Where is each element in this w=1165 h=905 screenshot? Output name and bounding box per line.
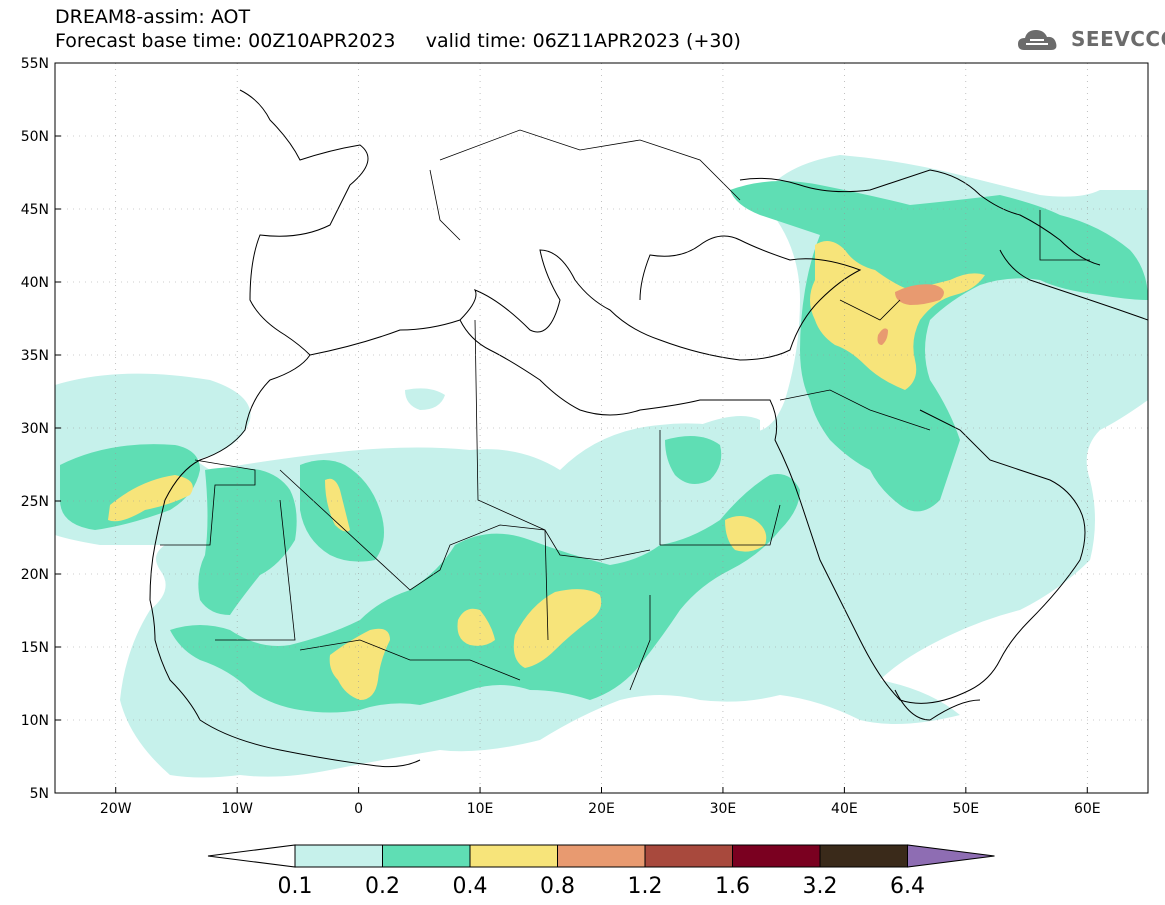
longitude-tick-label: 20W <box>100 801 132 817</box>
longitude-tick-label: 0 <box>354 801 363 817</box>
map-title: DREAM8-assim: AOT <box>55 6 251 28</box>
latitude-tick-label: 40N <box>21 275 49 291</box>
coastlines <box>149 89 1148 768</box>
forecast-time-label: Forecast base time: 00Z10APR2023 valid t… <box>55 30 741 52</box>
aot-0.4-0.8-region <box>108 241 985 700</box>
latitude-tick-label: 50N <box>21 129 49 145</box>
longitude-tick-label: 60E <box>1074 801 1101 817</box>
latitude-tick-label: 25N <box>21 494 49 510</box>
longitude-tick-label: 30E <box>710 801 737 817</box>
latitude-tick-label: 55N <box>21 56 49 72</box>
latitude-tick-label: 30N <box>21 421 49 437</box>
longitude-tick-label: 20E <box>588 801 615 817</box>
longitude-tick-label: 50E <box>952 801 979 817</box>
country-borders <box>160 129 1090 691</box>
latitude-tick-label: 15N <box>21 640 49 656</box>
latitude-tick-label: 5N <box>30 786 49 802</box>
cloud-icon <box>1018 30 1057 50</box>
aot-0.8-1.2-region <box>877 284 944 345</box>
longitude-axis: 20W 10W 0 10E 20E 30E 40E 50E 60E <box>100 787 1101 817</box>
latitude-tick-label: 45N <box>21 202 49 218</box>
latitude-axis: 55N 50N 45N 40N 35N 30N 25N 20N 15N 10N 5N <box>21 56 61 802</box>
map-grid <box>55 63 1148 793</box>
longitude-tick-label: 10W <box>221 801 253 817</box>
latitude-tick-label: 20N <box>21 567 49 583</box>
latitude-tick-label: 35N <box>21 348 49 364</box>
longitude-tick-label: 10E <box>467 801 494 817</box>
logo-text: SEEVCCC <box>1071 27 1165 51</box>
longitude-tick-label: 40E <box>831 801 858 817</box>
latitude-tick-label: 10N <box>21 713 49 729</box>
